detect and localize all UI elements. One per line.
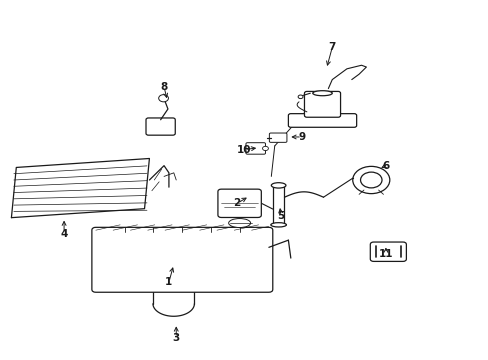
Text: 8: 8: [160, 82, 167, 92]
FancyBboxPatch shape: [269, 133, 286, 142]
FancyBboxPatch shape: [288, 114, 356, 127]
FancyBboxPatch shape: [146, 118, 175, 135]
Text: 11: 11: [378, 248, 392, 258]
Text: 1: 1: [165, 277, 172, 287]
FancyBboxPatch shape: [245, 143, 265, 154]
Text: 9: 9: [298, 132, 305, 142]
Text: 10: 10: [237, 144, 251, 154]
Ellipse shape: [271, 183, 285, 188]
Text: 2: 2: [233, 198, 240, 208]
Ellipse shape: [312, 91, 331, 96]
Circle shape: [352, 166, 389, 194]
Ellipse shape: [298, 95, 303, 99]
FancyBboxPatch shape: [304, 91, 340, 117]
FancyBboxPatch shape: [369, 242, 406, 261]
FancyBboxPatch shape: [218, 189, 261, 217]
Text: 4: 4: [61, 229, 68, 239]
Circle shape: [360, 172, 381, 188]
Ellipse shape: [270, 223, 286, 227]
Text: 6: 6: [382, 161, 389, 171]
Ellipse shape: [262, 146, 268, 150]
Circle shape: [158, 95, 168, 102]
Text: 5: 5: [277, 211, 284, 221]
FancyBboxPatch shape: [92, 227, 272, 292]
Text: 7: 7: [328, 42, 335, 52]
Ellipse shape: [228, 219, 250, 228]
Text: 3: 3: [172, 333, 180, 343]
